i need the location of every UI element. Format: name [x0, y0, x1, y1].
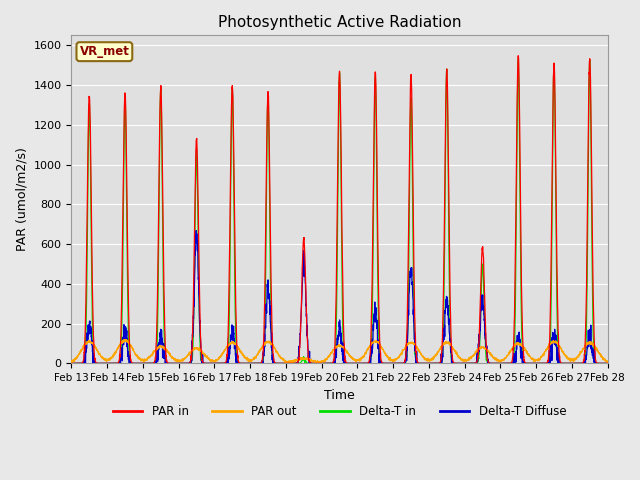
X-axis label: Time: Time [324, 389, 355, 402]
Title: Photosynthetic Active Radiation: Photosynthetic Active Radiation [218, 15, 461, 30]
Legend: PAR in, PAR out, Delta-T in, Delta-T Diffuse: PAR in, PAR out, Delta-T in, Delta-T Dif… [108, 401, 571, 423]
Text: VR_met: VR_met [79, 45, 129, 58]
Y-axis label: PAR (umol/m2/s): PAR (umol/m2/s) [15, 147, 28, 252]
